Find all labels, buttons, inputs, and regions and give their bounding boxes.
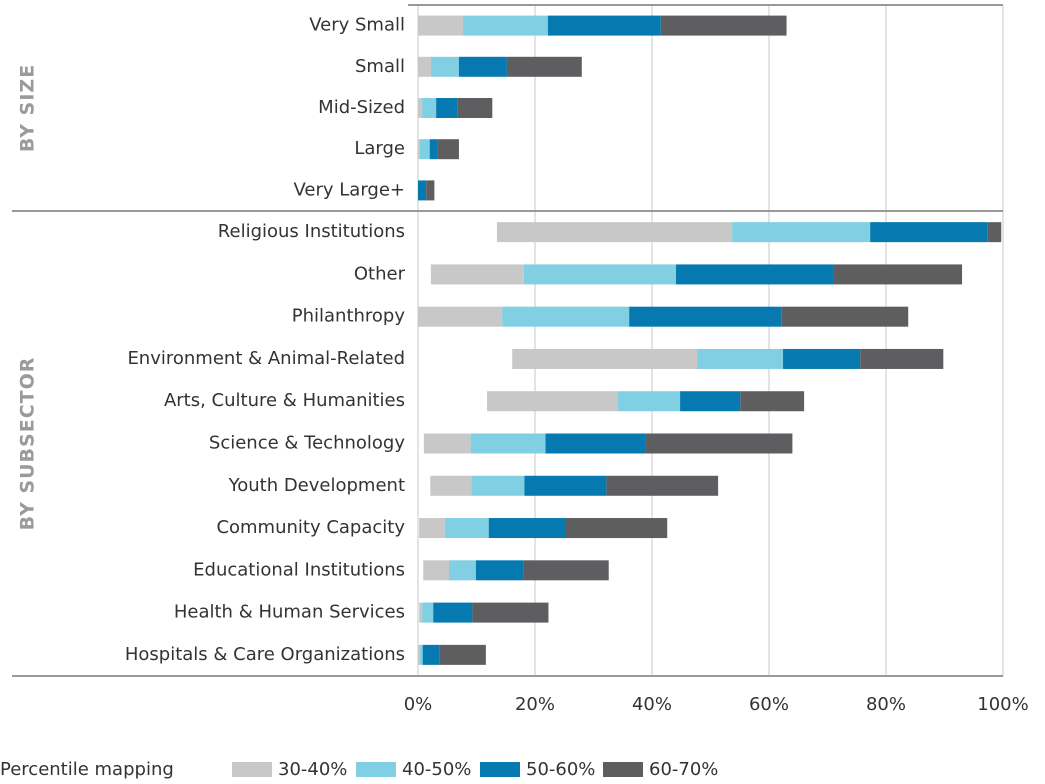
bar-segment [545, 433, 646, 454]
category-label: Small [355, 56, 405, 77]
bar-segment [449, 560, 476, 581]
bar-segment [781, 306, 909, 327]
bar-segment [488, 518, 567, 539]
category-label: Large [354, 138, 405, 159]
legend-title: Percentile mapping [0, 759, 174, 780]
legend-swatch [480, 762, 520, 777]
bar-segment [547, 15, 661, 36]
bar-segment [418, 56, 431, 77]
x-tick-label: 0% [404, 694, 433, 715]
bar-segment [987, 222, 1002, 243]
bar-segment [524, 475, 607, 496]
bar-segment [618, 391, 681, 412]
group-label: BY SUBSECTOR [17, 357, 39, 531]
bar-segment [496, 222, 733, 243]
bar-segment [418, 139, 420, 160]
bar-segment [523, 264, 676, 285]
category-label: Very Large+ [294, 179, 406, 200]
bar-segment [506, 56, 582, 77]
bar-segment [430, 264, 524, 285]
category-label: Other [354, 263, 406, 284]
bar-segment [418, 15, 464, 36]
bar-segment [675, 264, 834, 285]
category-label: Mid-Sized [318, 97, 405, 118]
bar-segment [429, 139, 438, 160]
category-label: Very Small [309, 15, 405, 36]
bar-segment [523, 560, 609, 581]
legend-label: 50-60% [526, 759, 595, 780]
bar-segment [732, 222, 871, 243]
bar-segment [423, 433, 471, 454]
bar-segment [502, 306, 630, 327]
bar-segment [457, 98, 493, 118]
category-label: Community Capacity [216, 517, 405, 538]
bar-segment [419, 139, 430, 160]
legend-swatch [356, 762, 396, 777]
group-label: BY SIZE [17, 64, 39, 152]
bar-segment [512, 348, 698, 369]
category-label: Health & Human Services [174, 602, 405, 623]
bar-segment [433, 602, 473, 623]
bar-segment [426, 180, 435, 201]
category-label: Science & Technology [209, 433, 405, 454]
bar-segment [487, 391, 619, 412]
bar-segment [430, 475, 472, 496]
bar-segment [680, 391, 741, 412]
category-label: Arts, Culture & Humanities [164, 390, 405, 411]
x-tick-label: 20% [515, 694, 555, 715]
bar-segment [606, 475, 719, 496]
bar-segment [437, 139, 459, 160]
category-label: Youth Development [228, 475, 405, 496]
bar-segment [870, 222, 988, 243]
bar-segment [419, 602, 423, 623]
bar-segment [471, 475, 525, 496]
x-tick-label: 40% [632, 694, 672, 715]
bar-segment [860, 348, 944, 369]
legend-label: 40-50% [402, 759, 471, 780]
bar-segment [660, 15, 787, 36]
bar-segment [833, 264, 963, 285]
legend-swatch [232, 762, 272, 777]
bar-segment [418, 180, 427, 201]
bar-segment [458, 56, 507, 77]
x-tick-label: 80% [866, 694, 906, 715]
bar-segment [418, 306, 503, 327]
bar-segment [418, 644, 420, 665]
legend-swatch [603, 762, 643, 777]
bar-segment [436, 98, 458, 118]
category-label: Religious Institutions [218, 221, 405, 242]
bar-segment [740, 391, 805, 412]
bar-segment [783, 348, 861, 369]
bar-segment [430, 56, 459, 77]
legend-label: 30-40% [278, 759, 347, 780]
category-label: Educational Institutions [193, 559, 405, 580]
bar-segment [422, 602, 434, 623]
x-tick-label: 60% [749, 694, 789, 715]
legend-label: 60-70% [649, 759, 718, 780]
bar-segment [418, 98, 423, 118]
bar-segment [419, 644, 423, 665]
bar-segment [422, 98, 437, 118]
bar-segment [566, 518, 668, 539]
bar-segment [419, 518, 445, 539]
bar-segment [422, 644, 440, 665]
bar-segment [645, 433, 793, 454]
bar-segment [423, 560, 450, 581]
bar-segment [629, 306, 782, 327]
bar-segment [475, 560, 524, 581]
bar-segment [472, 602, 549, 623]
category-label: Hospitals & Care Organizations [125, 644, 405, 665]
bar-segment [697, 348, 784, 369]
bar-segment [470, 433, 546, 454]
category-label: Environment & Animal-Related [127, 348, 405, 369]
bar-segment [444, 518, 489, 539]
category-label: Philanthropy [292, 306, 406, 327]
bar-segment [463, 15, 548, 36]
bar-segment [439, 644, 486, 665]
x-tick-label: 100% [977, 694, 1028, 715]
